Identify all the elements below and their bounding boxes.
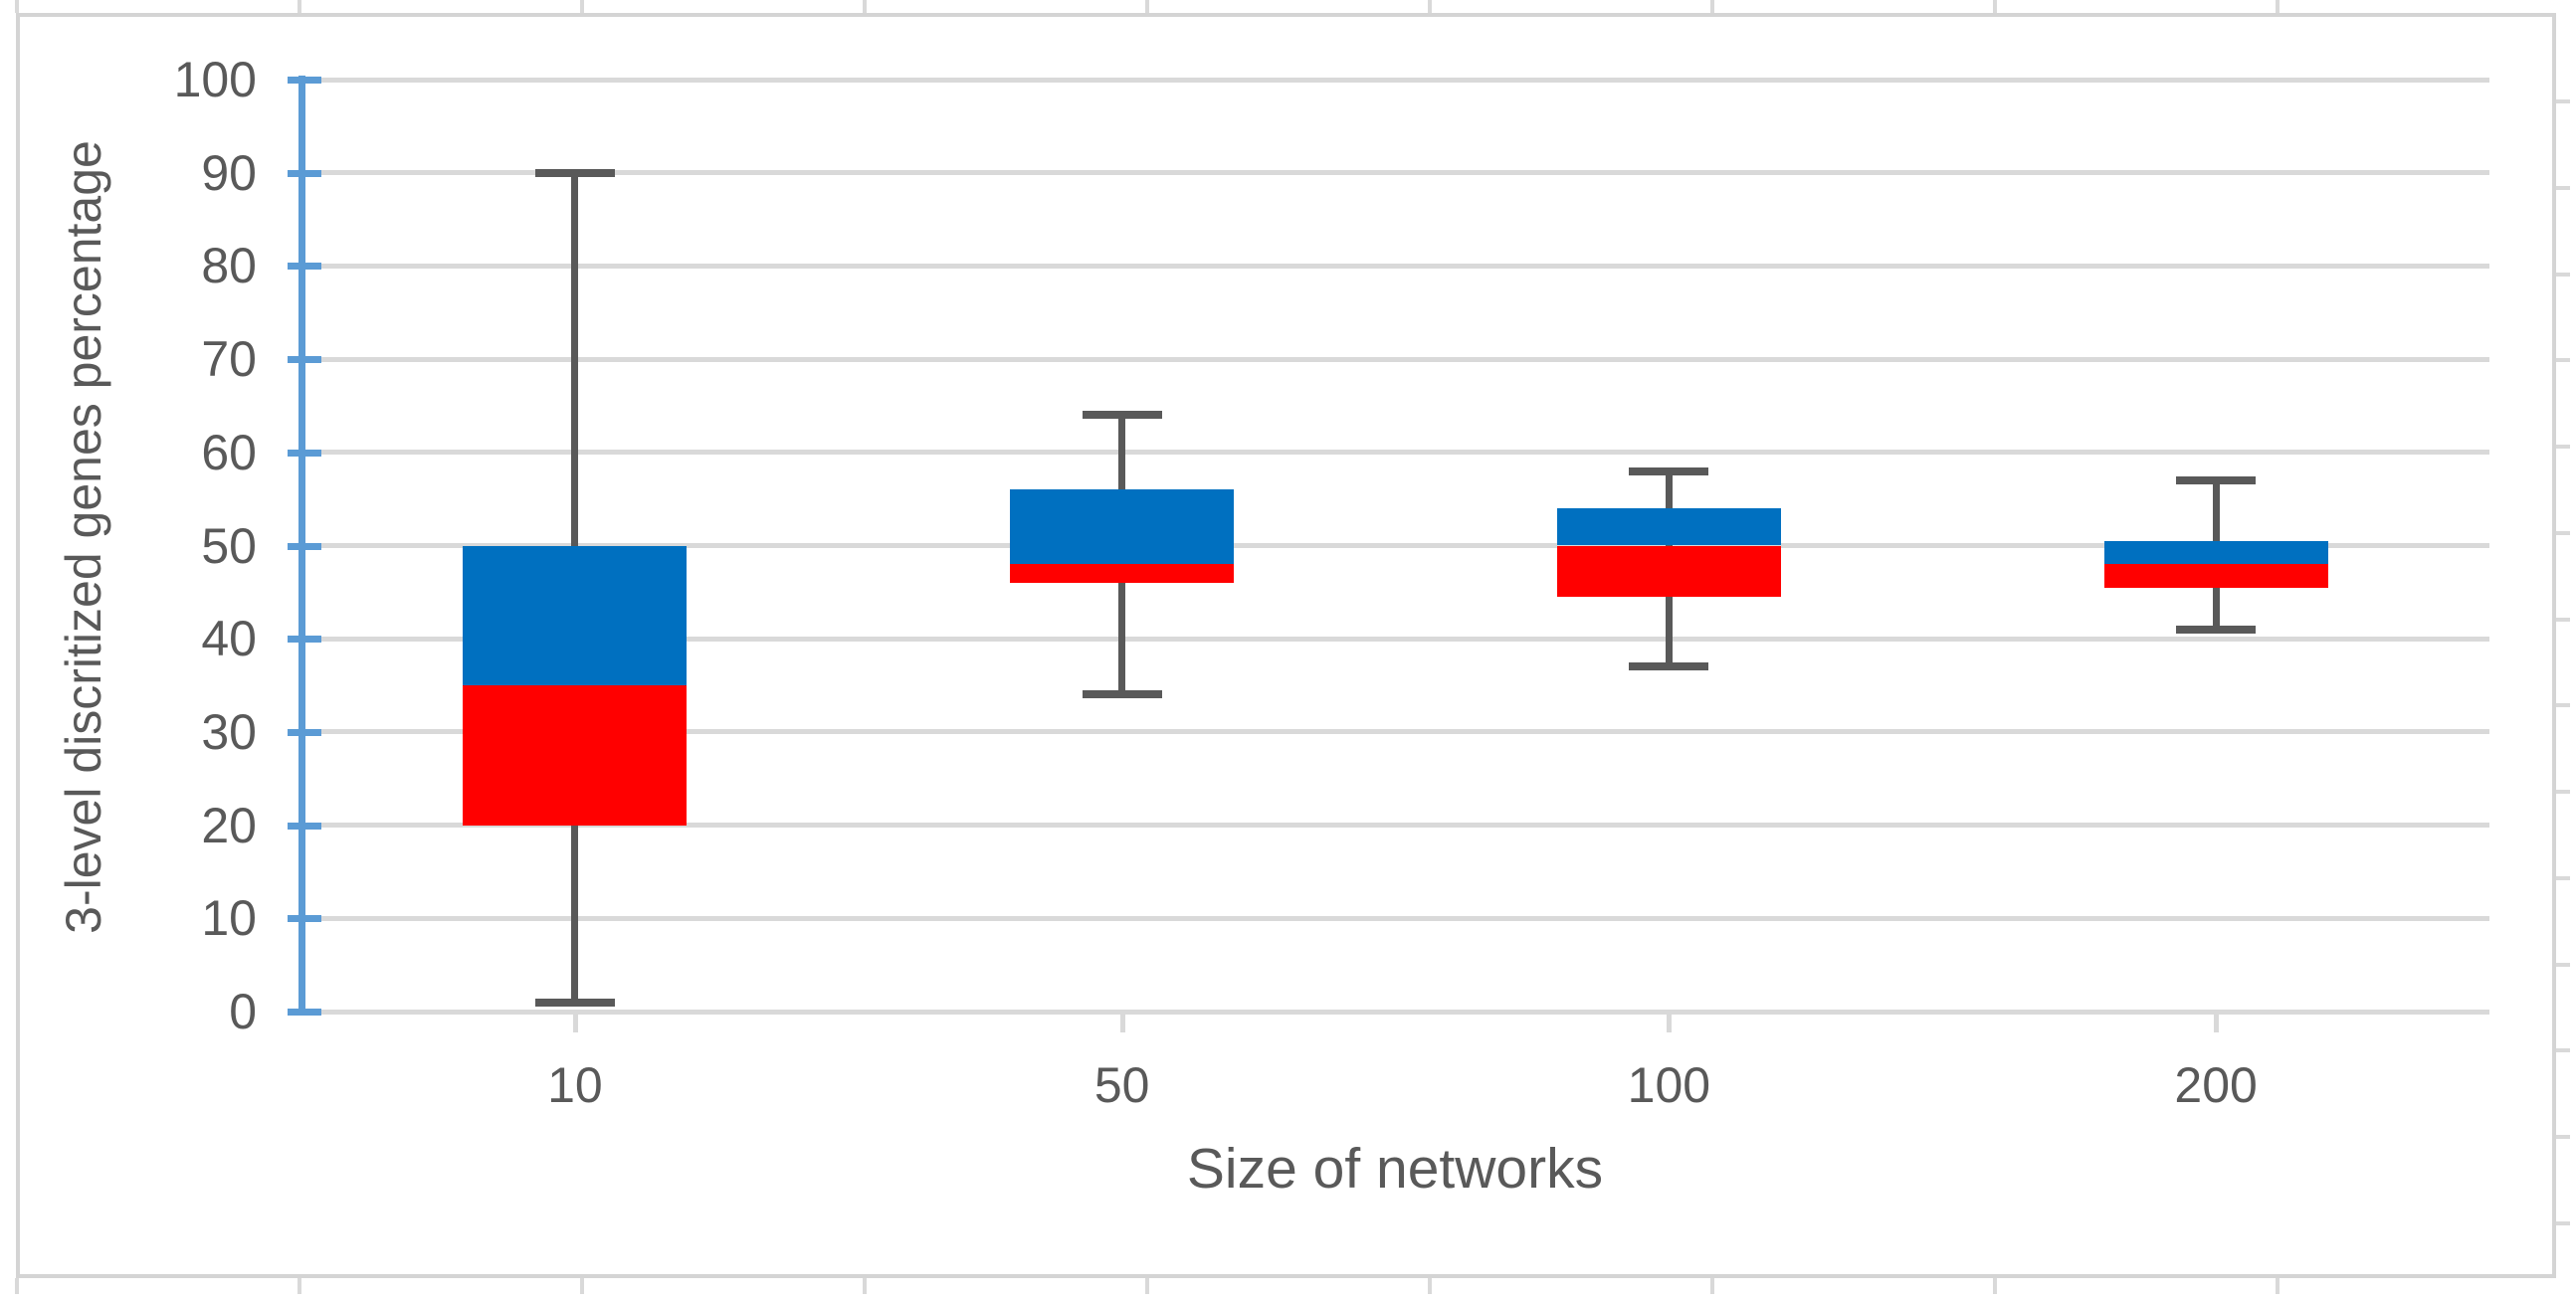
box-upper <box>1556 508 1781 546</box>
y-tick-label: 80 <box>201 238 257 294</box>
worksheet-column-stub-top <box>2276 0 2279 13</box>
y-tick-label: 60 <box>201 424 257 480</box>
worksheet-row-stub-right <box>2556 617 2570 622</box>
worksheet-column-stub-top <box>1428 0 1432 13</box>
worksheet-column-stub-bottom <box>1145 1278 1149 1294</box>
whisker-cap-bottom <box>2176 625 2257 634</box>
worksheet-row-stub-right <box>2556 703 2570 708</box>
gridline <box>301 543 2489 548</box>
worksheet-row-stub-right <box>2556 445 2570 449</box>
box-lower <box>1010 564 1235 583</box>
y-tick-label: 30 <box>201 703 257 760</box>
box-upper <box>463 545 688 686</box>
worksheet-column-stub-top <box>297 0 301 13</box>
worksheet-column-stub-bottom <box>580 1278 584 1294</box>
worksheet-row-stub-right <box>2556 962 2570 967</box>
whisker-cap-bottom <box>1082 690 1162 699</box>
gridline <box>301 263 2489 269</box>
worksheet-column-stub-bottom <box>2276 1278 2279 1294</box>
gridline <box>301 636 2489 642</box>
x-tick-label: 50 <box>1093 1057 1150 1113</box>
whisker-cap-bottom <box>1629 662 1709 671</box>
category-tick <box>1119 1012 1125 1032</box>
worksheet-row-stub-right <box>2556 272 2570 277</box>
worksheet-column-stub-top <box>863 0 867 13</box>
whisker-cap-top <box>1082 411 1162 420</box>
whisker-cap-top <box>2176 475 2257 484</box>
category-tick <box>1667 1012 1673 1032</box>
y-tick-label: 100 <box>173 52 257 107</box>
box-lower <box>463 685 688 826</box>
worksheet-row-stub-right <box>2556 358 2570 363</box>
worksheet-row-stub-right <box>2556 1048 2570 1053</box>
y-tick-label: 20 <box>201 797 257 853</box>
worksheet-column-stub-top <box>1993 0 1997 13</box>
worksheet-row-stub-right <box>2556 1220 2570 1225</box>
y-axis-line <box>298 76 305 1014</box>
y-tick-label: 40 <box>201 611 257 667</box>
category-tick <box>2214 1012 2220 1032</box>
worksheet-row-stub-right <box>2556 530 2570 535</box>
box-lower <box>1556 545 1781 598</box>
x-tick-label: 200 <box>2174 1057 2258 1113</box>
x-tick-label: 100 <box>1627 1057 1711 1113</box>
whisker-cap-top <box>534 168 615 177</box>
y-tick-label: 50 <box>201 517 257 574</box>
worksheet-column-stub-bottom <box>297 1278 301 1294</box>
worksheet-row-stub-right <box>2556 1135 2570 1139</box>
whisker-cap-top <box>1629 466 1709 475</box>
chart-frame-border <box>16 13 2556 1278</box>
y-axis-title: 3-level discritized genes percentage <box>56 140 111 934</box>
worksheet-row-stub-right <box>2556 875 2570 880</box>
whisker-cap-bottom <box>534 998 615 1007</box>
worksheet-column-stub-top <box>580 0 584 13</box>
gridline <box>301 356 2489 362</box>
y-tick-label: 0 <box>229 984 257 1039</box>
worksheet-column-stub-bottom <box>1428 1278 1432 1294</box>
worksheet-column-stub-bottom <box>863 1278 867 1294</box>
box-upper <box>1010 489 1235 565</box>
gridline <box>301 915 2489 921</box>
category-tick <box>572 1012 578 1032</box>
worksheet-column-stub-top <box>15 0 19 13</box>
box-upper <box>2103 540 2328 565</box>
gridline <box>301 823 2489 829</box>
worksheet-column-stub-top <box>1710 0 1714 13</box>
worksheet-row-stub-right <box>2556 99 2570 103</box>
y-tick-label: 70 <box>201 331 257 388</box>
gridline <box>301 77 2489 83</box>
worksheet-column-stub-bottom <box>15 1278 19 1294</box>
x-axis-title: Size of networks <box>1186 1137 1604 1201</box>
gridline <box>301 729 2489 735</box>
y-tick-label: 90 <box>201 144 257 201</box>
x-tick-label: 10 <box>547 1057 603 1113</box>
gridline <box>301 1009 2489 1015</box>
gridline <box>301 450 2489 456</box>
worksheet-column-stub-top <box>1145 0 1149 13</box>
box-lower <box>2103 564 2328 588</box>
worksheet-row-stub-right <box>2556 790 2570 794</box>
worksheet-column-stub-bottom <box>1993 1278 1997 1294</box>
worksheet-row-stub-right <box>2556 185 2570 190</box>
y-tick-label: 10 <box>201 890 257 947</box>
gridline <box>301 170 2489 176</box>
worksheet-column-stub-bottom <box>1710 1278 1714 1294</box>
